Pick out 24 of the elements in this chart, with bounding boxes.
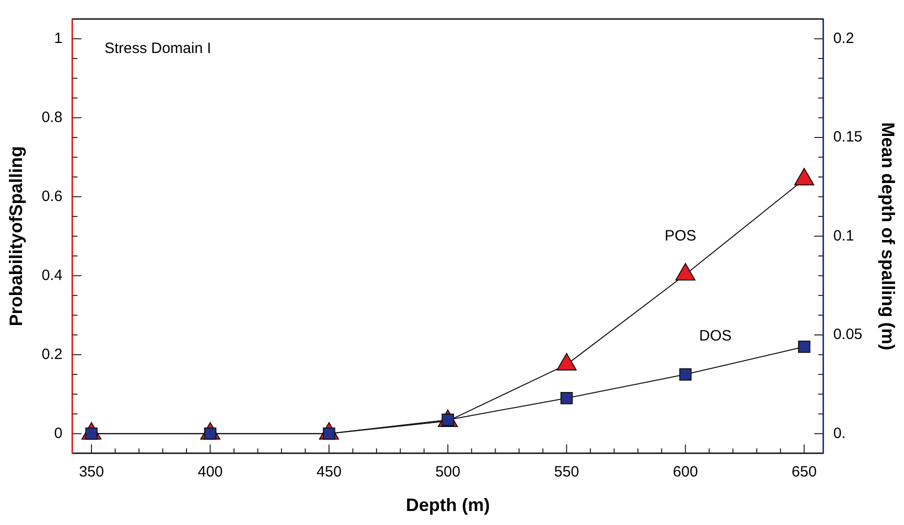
- y-tick-label: 0: [54, 424, 62, 442]
- x-axis-title: Depth (m): [406, 495, 490, 516]
- y2-tick-label: 0.: [833, 424, 846, 442]
- y2-tick-label: 0.1: [833, 227, 854, 244]
- y2-tick-label: 0.2: [833, 30, 854, 47]
- series-label: DOS: [699, 328, 732, 345]
- y2-axis-title: Mean depth of spalling (m): [878, 122, 898, 350]
- y2-tick-label: 0.15: [833, 128, 862, 146]
- x-tick-label: 400: [198, 464, 223, 481]
- annotation: Stress Domain I: [104, 40, 212, 58]
- x-tick-label: 650: [792, 464, 817, 481]
- y-axis-title: ProbabilityofSpalling: [6, 146, 26, 326]
- y-tick-label: 1: [54, 30, 62, 47]
- y-tick-label: 0.4: [42, 266, 62, 284]
- x-tick-label: 600: [672, 464, 698, 481]
- y-tick-label: 0.6: [42, 188, 62, 205]
- y2-tick-label: 0.05: [833, 326, 862, 344]
- x-tick-label: 550: [554, 464, 580, 481]
- x-tick-label: 450: [316, 464, 342, 481]
- x-tick-label: 500: [435, 464, 460, 481]
- series-label: POS: [664, 228, 696, 245]
- y-tick-label: 0.2: [42, 346, 62, 363]
- x-tick-label: 350: [78, 464, 104, 481]
- y-tick-label: 0.8: [42, 108, 62, 126]
